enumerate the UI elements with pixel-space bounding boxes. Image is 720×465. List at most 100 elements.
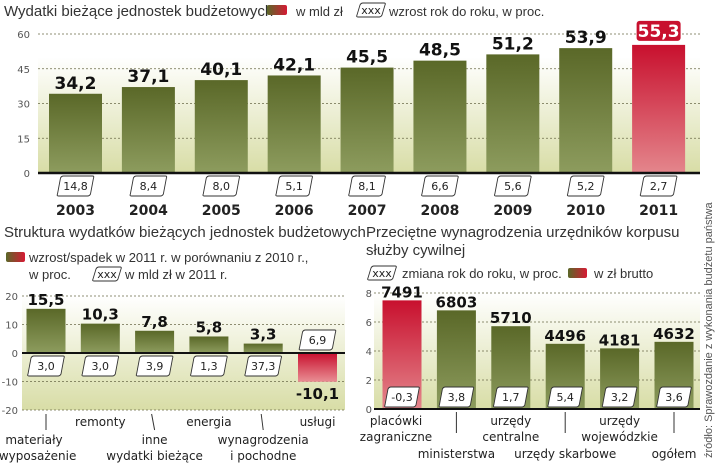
- legend-box: xxx: [356, 2, 386, 18]
- growth-label: 5,2: [566, 175, 605, 197]
- y-tick-label: 30: [17, 100, 30, 111]
- label-box-frame: [601, 386, 638, 408]
- y-tick-label: 45: [17, 65, 30, 76]
- value-label: 4496: [544, 327, 586, 345]
- label-box-frame: [190, 355, 228, 377]
- value-label: 4632: [653, 325, 695, 343]
- x-category-label: wynagrodzenia: [218, 433, 309, 447]
- value-label: 55,3: [638, 22, 680, 42]
- x-category-label: wydatki bieżące: [106, 449, 203, 463]
- label-box-frame: [384, 386, 420, 408]
- value-label: 45,5: [346, 48, 388, 68]
- value-label: 6803: [436, 293, 478, 311]
- x-tick-label: 2005: [202, 203, 241, 219]
- chart-top: Wydatki bieżące jednostek budżetowych w m…: [4, 2, 702, 219]
- legend-label: wzrost/spadek w 2011 r. w porównaniu z 2…: [28, 250, 308, 265]
- label-box-text: 5,4: [556, 391, 574, 404]
- value-label: 3,3: [250, 326, 277, 344]
- growth-label: 8,0: [202, 175, 241, 197]
- bar: [298, 353, 337, 382]
- label-box-text: 8,0: [213, 180, 231, 193]
- y-tick-label: 10: [5, 321, 18, 332]
- label-box-text: 3,0: [37, 360, 55, 373]
- value-label: 53,9: [565, 28, 607, 48]
- legend-label: wzrost rok do roku, w proc.: [388, 4, 544, 19]
- label-box-text: 5,6: [504, 180, 522, 193]
- x-category-label: inne: [142, 433, 168, 447]
- value-box: 1,7: [493, 386, 529, 408]
- label-box-frame: [298, 329, 337, 351]
- label-box-frame: [244, 355, 282, 377]
- label-box-frame: [56, 175, 95, 197]
- y-tick-label: 8: [366, 289, 372, 300]
- label-box-frame: [656, 386, 692, 408]
- label-box-text: 14,8: [63, 180, 88, 193]
- label-box-frame: [202, 175, 241, 197]
- legend-label: w mld zł w 2011 r.: [124, 267, 227, 282]
- label-box-frame: [348, 175, 386, 197]
- x-tick-label: 2011: [639, 203, 678, 219]
- label-box-frame: [566, 175, 605, 197]
- value-label: 10,3: [82, 306, 119, 324]
- value-label: 15,5: [27, 291, 64, 309]
- label-box-frame: [356, 2, 386, 18]
- value-label: 4181: [599, 331, 641, 349]
- x-category-label: usługi: [300, 415, 336, 429]
- label-box-frame: [547, 386, 583, 408]
- label-box-text: 5,1: [285, 180, 303, 193]
- bar: [135, 330, 175, 353]
- value-box: 1,3: [190, 355, 228, 377]
- growth-label: 14,8: [56, 175, 95, 197]
- label-box-text: 8,1: [358, 180, 376, 193]
- label-box-text: 3,6: [665, 391, 683, 404]
- value-box: 6,9: [298, 329, 337, 351]
- y-tick-label: 4: [366, 347, 372, 358]
- category-leader-line: [260, 413, 264, 431]
- growth-label: 8,1: [348, 175, 386, 197]
- legend-swatch: [267, 5, 287, 15]
- label-box-frame: [275, 175, 313, 197]
- x-category-label: remonty: [75, 415, 126, 429]
- label-box-text: 37,3: [251, 360, 276, 373]
- value-label: 5710: [490, 309, 532, 327]
- bar: [632, 44, 686, 173]
- bar: [243, 343, 283, 353]
- bar: [340, 67, 394, 173]
- value-label: 37,1: [127, 67, 169, 87]
- label-box-frame: [421, 175, 459, 197]
- bar: [49, 93, 102, 173]
- label-box-text: 3,2: [611, 391, 629, 404]
- plot-background: [374, 293, 700, 409]
- label-box-text: xxx: [372, 267, 392, 280]
- value-label: 5,8: [196, 318, 223, 336]
- category-leader-line: [151, 413, 156, 431]
- label-box-text: 3,9: [146, 360, 164, 373]
- label-box-text: xxx: [361, 4, 381, 17]
- value-label-highlight-bg: [636, 20, 681, 41]
- value-box: 5,4: [547, 386, 583, 408]
- bar: [559, 48, 613, 173]
- value-label: 7,8: [141, 313, 168, 331]
- label-box-frame: [367, 265, 397, 281]
- x-category-label: zagraniczne: [360, 430, 432, 444]
- growth-label: 5,6: [494, 175, 532, 197]
- growth-label: 2,7: [639, 175, 678, 197]
- legend-label: w mld zł: [295, 4, 343, 19]
- chart-bottom-left: Struktura wydatków bieżących jednostek b…: [0, 224, 366, 463]
- chart-title: Wydatki bieżące jednostek budżetowych: [4, 3, 273, 20]
- value-box: 3,8: [438, 386, 475, 408]
- bar: [26, 308, 66, 353]
- label-box-frame: [92, 266, 122, 282]
- x-tick-label: 2010: [566, 203, 605, 219]
- growth-label: 5,1: [275, 175, 313, 197]
- label-box-frame: [27, 355, 65, 377]
- x-tick-label: 2008: [420, 203, 459, 219]
- x-category-label: ministerstwa: [418, 447, 495, 461]
- bar: [486, 54, 540, 173]
- label-box-frame: [135, 355, 174, 377]
- value-label: 48,5: [419, 41, 461, 61]
- bar: [189, 336, 229, 353]
- x-category-label: materiały: [5, 433, 62, 447]
- legend-swatch: [6, 252, 25, 262]
- label-box-text: 1,3: [200, 360, 218, 373]
